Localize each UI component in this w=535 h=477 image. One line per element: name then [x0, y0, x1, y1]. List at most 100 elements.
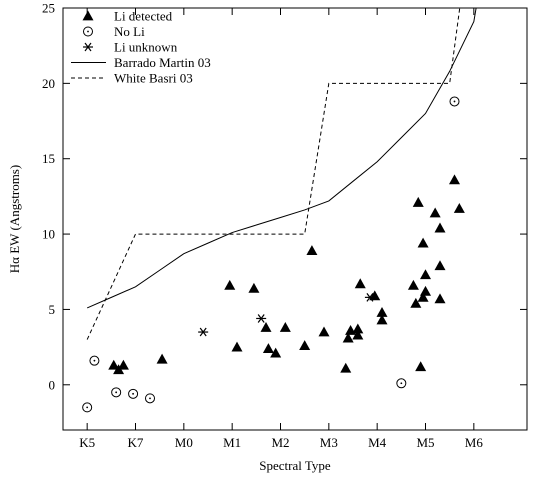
marker-dot: [453, 100, 456, 103]
marker-ring: [83, 26, 93, 37]
x-tick-label: M0: [175, 435, 193, 450]
data-point: [299, 340, 311, 350]
x-tick-label: M4: [368, 435, 387, 450]
data-point: [354, 278, 366, 289]
data-point: [410, 297, 422, 308]
data-point: [128, 388, 139, 399]
data-point: [117, 359, 129, 370]
data-point: [429, 207, 441, 218]
model-curves: [86, 8, 477, 340]
data-point: [318, 326, 330, 337]
data-point: [449, 96, 460, 107]
legend-swatch: [83, 26, 93, 37]
data-point: [156, 353, 168, 364]
x-tick-label: M5: [416, 435, 434, 450]
marker-ring: [111, 387, 122, 398]
data-point: [417, 237, 429, 248]
data-point: [376, 314, 388, 325]
series-no-li: [82, 96, 460, 413]
marker-dot: [132, 392, 134, 395]
marker-dot: [93, 359, 96, 362]
legend-label: Li unknown: [114, 40, 178, 55]
data-point: [111, 387, 122, 398]
data-point: [340, 362, 352, 373]
data-point: [224, 279, 236, 290]
data-point: [108, 359, 120, 370]
x-axis-label: Spectral Type: [259, 458, 331, 473]
data-points: [82, 96, 465, 413]
data-point: [260, 322, 272, 332]
y-tick-label: 5: [49, 302, 56, 317]
data-point: [352, 323, 364, 334]
x-tick-label: M2: [271, 435, 289, 450]
data-point: [449, 174, 460, 185]
y-tick-label: 15: [42, 151, 55, 166]
data-point: [420, 269, 431, 280]
legend-label: No Li: [114, 24, 145, 39]
data-point: [434, 222, 446, 233]
data-point: [396, 378, 407, 389]
x-tick-label: K7: [128, 435, 144, 450]
data-point: [256, 314, 267, 323]
marker-stroke: [257, 314, 265, 323]
data-point: [417, 291, 429, 302]
data-point: [306, 245, 318, 256]
marker-dot: [400, 382, 403, 385]
marker-ring: [128, 388, 139, 399]
data-point: [89, 355, 100, 366]
legend-item: Li detected: [82, 9, 173, 24]
marker-dot: [86, 406, 89, 409]
data-point: [364, 293, 375, 302]
x-tick-label: M6: [465, 435, 484, 450]
marker-stroke: [199, 327, 207, 337]
y-tick-label: 20: [42, 76, 55, 91]
data-point: [415, 361, 427, 372]
marker-ring: [145, 393, 155, 404]
marker-stroke: [366, 293, 374, 302]
data-point: [453, 202, 465, 213]
y-tick-label: 25: [42, 1, 55, 16]
data-point: [231, 341, 243, 352]
data-point: [145, 393, 155, 404]
series-line-barrado-martin: [86, 8, 477, 309]
marker-stroke: [84, 42, 92, 52]
series-li-detected: [108, 174, 465, 375]
legend-swatch: [82, 10, 94, 21]
data-point: [248, 282, 260, 293]
marker-dot: [149, 397, 151, 400]
data-point: [376, 306, 388, 317]
x-tick-label: M3: [320, 435, 338, 450]
legend-item: Li unknown: [83, 40, 178, 55]
series-li-unknown: [198, 293, 375, 337]
x-tick-label: K5: [79, 435, 95, 450]
legend-label: Barrado Martin 03: [114, 55, 211, 70]
x-tick-label: M1: [223, 435, 241, 450]
data-point: [434, 293, 446, 304]
legend-item: No Li: [83, 24, 145, 39]
marker-dot: [115, 391, 118, 394]
marker-ring: [396, 378, 407, 389]
data-point: [412, 196, 424, 207]
y-tick-label: 10: [42, 227, 55, 242]
marker-ring: [82, 402, 93, 413]
legend-item: Barrado Martin 03: [71, 55, 211, 70]
data-point: [198, 327, 209, 337]
marker-dot: [87, 30, 89, 33]
y-axis-label: Hα EW (Angstroms): [7, 165, 22, 273]
data-point: [407, 279, 419, 290]
data-point: [279, 322, 291, 332]
data-point: [434, 260, 446, 271]
marker-ring: [89, 355, 100, 366]
data-point: [420, 285, 431, 296]
y-tick-label: 0: [49, 377, 56, 392]
data-point: [352, 329, 364, 340]
axes: K5 K7 M0 M1 M2 M3 M4 M5 M6 0 5 10 15 20 25: [42, 1, 528, 450]
legend-label: White Basri 03: [114, 71, 193, 86]
data-point: [270, 347, 282, 358]
legend-label: Li detected: [114, 9, 173, 24]
legend-swatch: [83, 42, 93, 52]
data-point: [342, 332, 354, 343]
legend-item: White Basri 03: [71, 71, 193, 86]
